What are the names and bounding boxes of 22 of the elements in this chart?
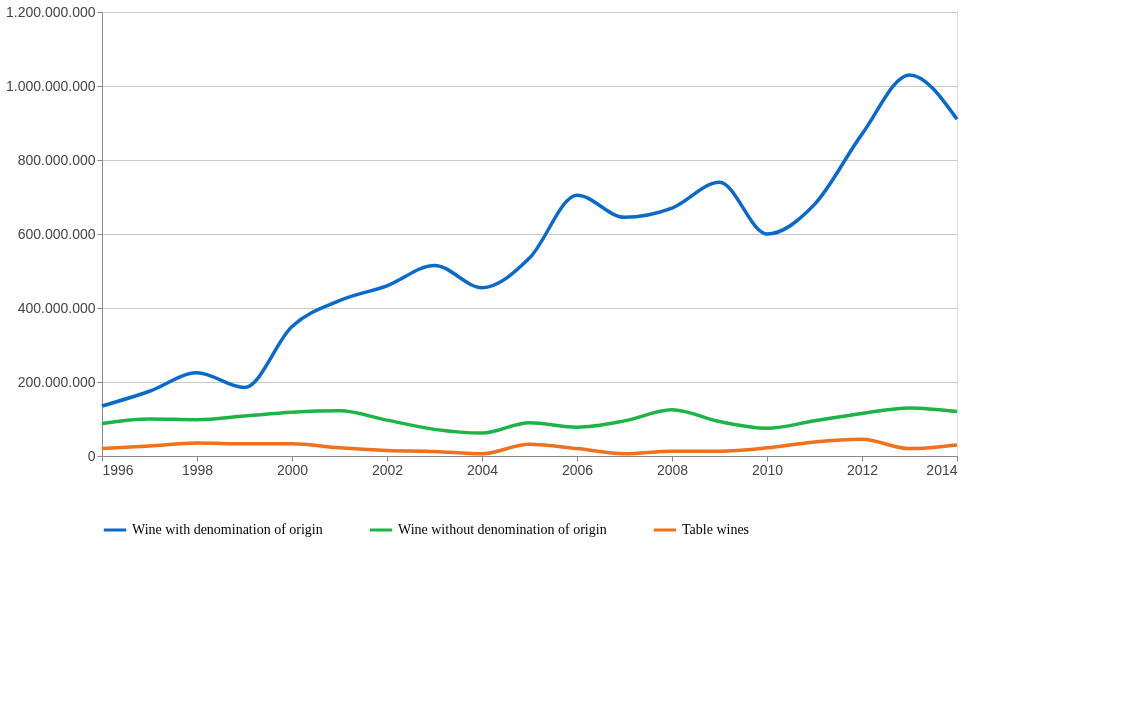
y-tick-label: 400.000.000 (17, 299, 96, 316)
y-tick-label: 1.000.000.000 (5, 77, 96, 94)
legend-label: Table wines (682, 522, 750, 537)
x-tick-label: 2002 (371, 461, 404, 478)
x-tick-label: 2012 (846, 461, 879, 478)
x-tick-label: 2014 (926, 461, 958, 478)
x-tick-label: 2006 (561, 461, 594, 478)
y-tick-label: 600.000.000 (17, 225, 96, 242)
x-tick-label: 1998 (181, 461, 214, 478)
legend-label: Wine with denomination of origin (132, 522, 323, 537)
x-tick-label: 2004 (466, 461, 499, 478)
legend-label: Wine without denomination of origin (398, 522, 607, 537)
y-tick-label: 800.000.000 (17, 151, 96, 168)
x-tick-label: 2010 (751, 461, 784, 478)
y-tick-label: 0 (87, 447, 96, 464)
x-tick-label: 2008 (656, 461, 689, 478)
x-tick-label: 2000 (276, 461, 309, 478)
y-tick-label: 1.200.000.000 (5, 3, 96, 20)
y-tick-label: 200.000.000 (17, 373, 96, 390)
x-tick-label: 1996 (102, 461, 134, 478)
line-series (100, 406, 959, 435)
line-series (100, 73, 959, 408)
